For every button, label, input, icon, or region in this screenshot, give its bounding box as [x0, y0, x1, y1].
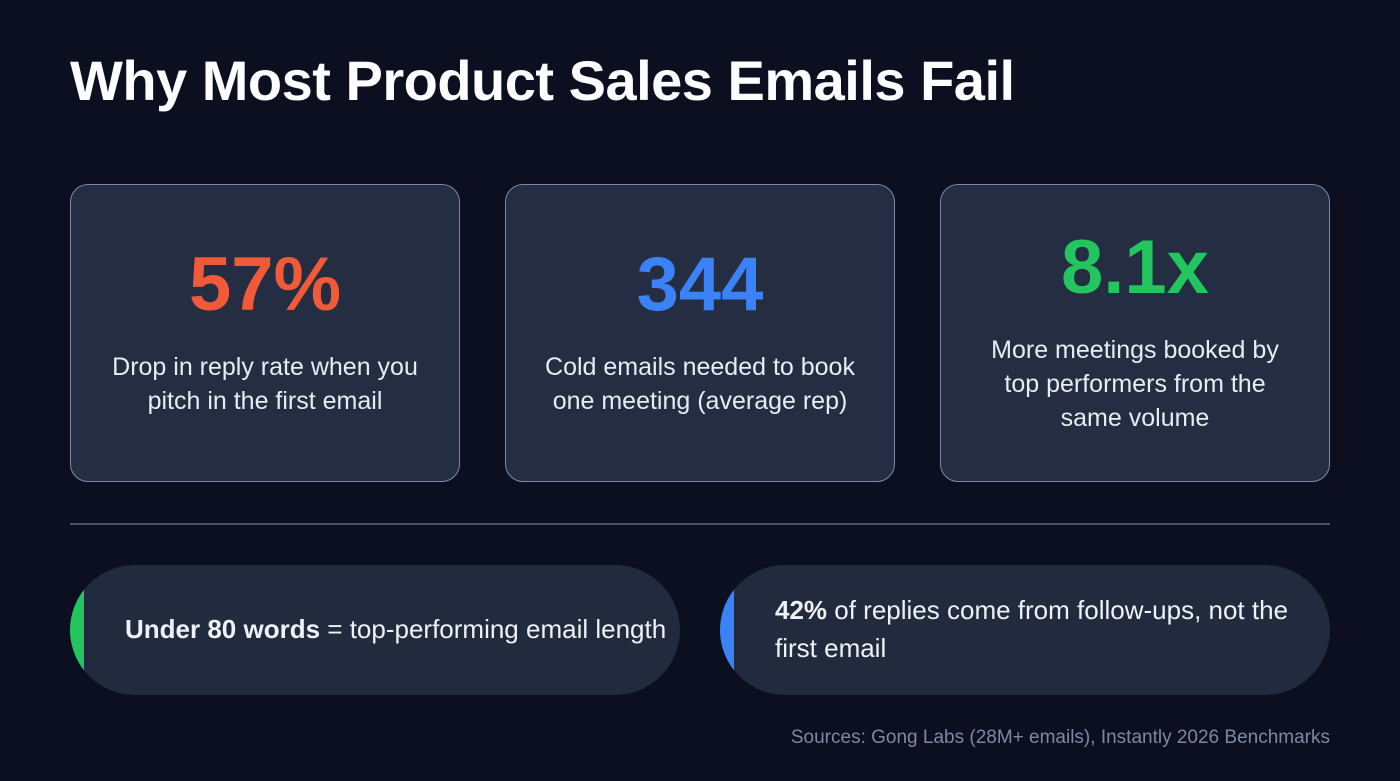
- stat-number-2: 344: [637, 247, 764, 323]
- section-divider: [70, 523, 1330, 525]
- infographic-slide: Why Most Product Sales Emails Fail 57% D…: [0, 0, 1400, 781]
- stat-number-3: 8.1x: [1061, 230, 1209, 306]
- stat-card-3: 8.1x More meetings booked by top perform…: [940, 184, 1330, 482]
- page-title: Why Most Product Sales Emails Fail: [70, 48, 1330, 113]
- stats-row: 57% Drop in reply rate when you pitch in…: [70, 184, 1330, 482]
- pill-42-percent-replies: 42% of replies come from follow-ups, not…: [720, 565, 1330, 695]
- green-accent-bar: [70, 565, 84, 695]
- pill-text-1: Under 80 words = top-performing email le…: [125, 611, 666, 649]
- pill-text-2: 42% of replies come from follow-ups, not…: [775, 592, 1330, 667]
- stat-description-2: Cold emails needed to book one meeting (…: [536, 351, 864, 419]
- pill-under-80-words: Under 80 words = top-performing email le…: [70, 565, 680, 695]
- stat-card-1: 57% Drop in reply rate when you pitch in…: [70, 184, 460, 482]
- stat-description-1: Drop in reply rate when you pitch in the…: [101, 351, 429, 419]
- stat-description-3: More meetings booked by top performers f…: [971, 334, 1299, 435]
- blue-accent-bar: [720, 565, 734, 695]
- stat-number-1: 57%: [189, 247, 341, 323]
- stat-card-2: 344 Cold emails needed to book one meeti…: [505, 184, 895, 482]
- bottom-pills-row: Under 80 words = top-performing email le…: [70, 565, 1330, 695]
- sources-footnote: Sources: Gong Labs (28M+ emails), Instan…: [791, 727, 1330, 749]
